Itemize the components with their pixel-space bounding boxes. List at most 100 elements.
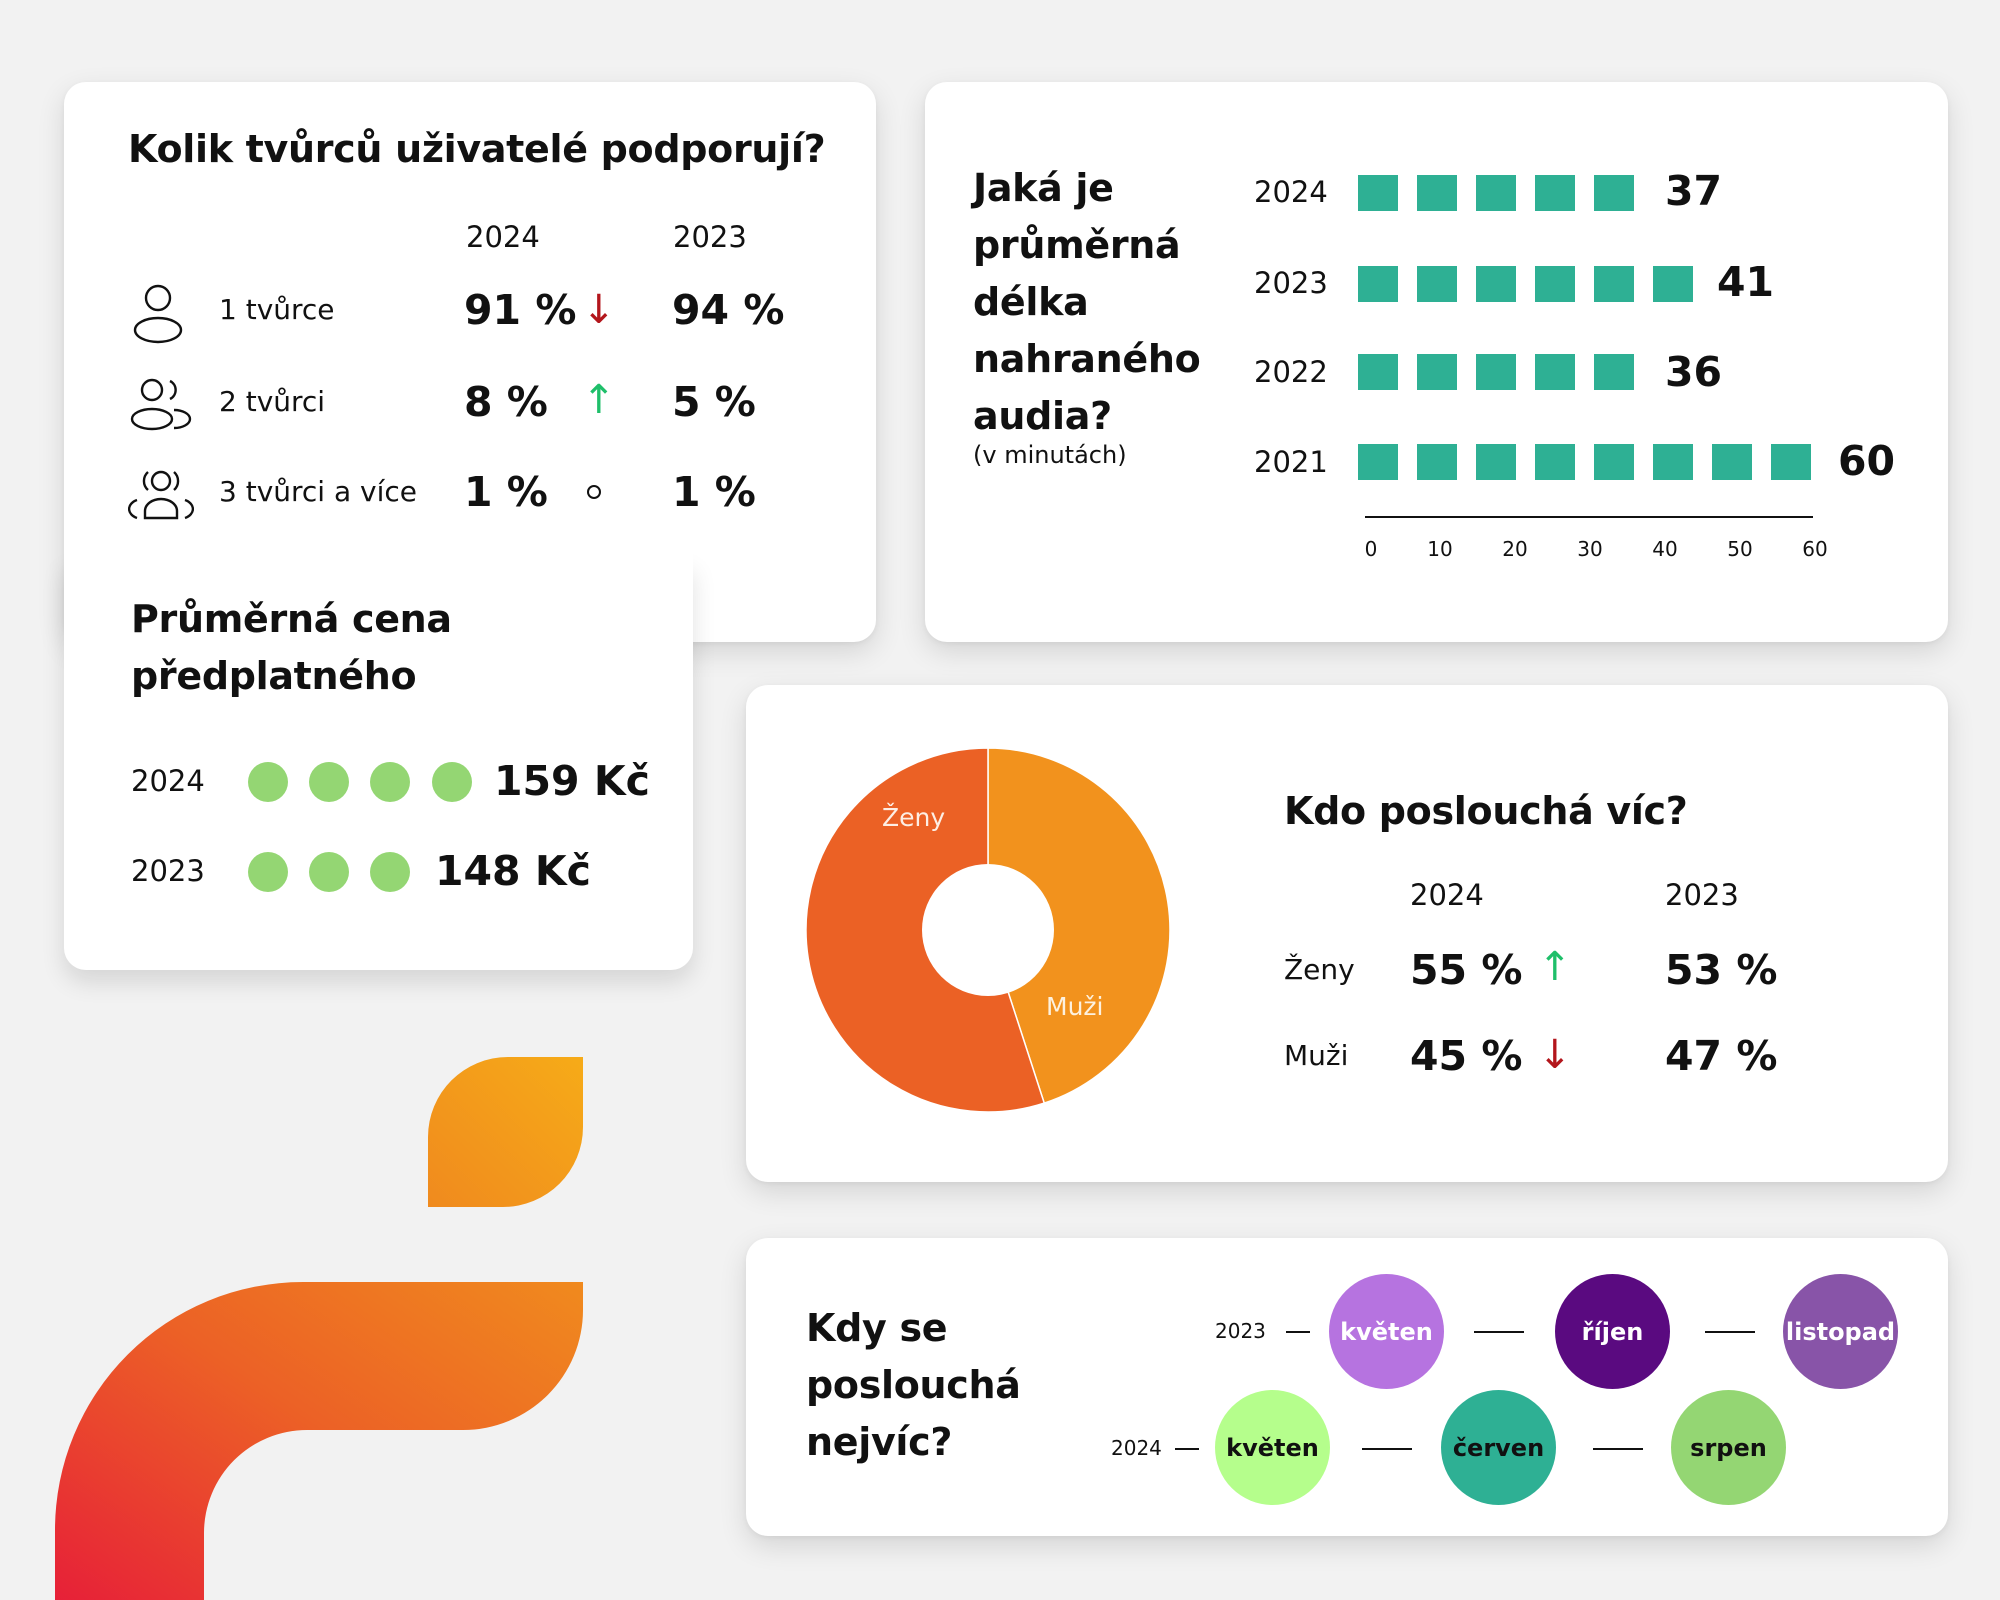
axis-tick: 0 [1364,537,1378,561]
creators-col-2024: 2024 [466,220,540,254]
axis-tick: 40 [1652,537,1678,561]
pie-label-muzi: Muži [1046,992,1104,1021]
gender-value-2024: 55 % [1410,946,1523,994]
creators-title: Kolik tvůrců uživatelé podporují? [128,127,826,171]
pie-slice-muzi [987,747,1171,1105]
duration-bar-square [1535,175,1575,211]
duration-year: 2023 [1254,266,1328,300]
gender-col-2023: 2023 [1665,878,1739,912]
price-dot [432,762,472,802]
connector-line [1286,1331,1310,1333]
connector-line [1705,1331,1755,1333]
creators-value-2023: 1 % [672,468,756,516]
gender-value-2023: 53 % [1665,946,1778,994]
price-year: 2024 [131,764,205,798]
no-change-icon [587,485,601,499]
duration-bar-square [1358,175,1398,211]
axis-tick: 60 [1802,537,1828,561]
connector-line [1474,1331,1524,1333]
price-value: 148 Kč [435,847,591,895]
duration-bar-square [1417,175,1457,211]
peak-year-2023: 2023 [1215,1319,1266,1343]
duration-bar-square [1653,266,1693,302]
creators-row-label: 3 tvůrci a více [219,475,418,508]
gender-value-2024: 45 % [1410,1032,1523,1080]
month-bubble: květen [1329,1274,1444,1389]
duration-bar-square [1535,444,1575,480]
duration-bar-square [1594,354,1634,390]
arrow-down-icon: ↓ [582,287,616,333]
duration-bar-square [1358,444,1398,480]
logo-hook-large [55,1282,583,1600]
gender-title: Kdo poslouchá víc? [1284,789,1688,833]
arrow-up-icon: ↑ [582,377,616,423]
duration-bar-square [1476,266,1516,302]
price-dot [370,762,410,802]
duration-year: 2022 [1254,355,1328,389]
duration-bar-square [1417,266,1457,302]
creators-value-2024: 1 % [464,468,548,516]
duration-axis-line [1365,516,1813,518]
price-value: 159 Kč [494,757,650,805]
axis-tick: 10 [1427,537,1453,561]
month-bubble: listopad [1783,1274,1898,1389]
duration-value: 36 [1665,348,1723,396]
gender-col-2024: 2024 [1410,878,1484,912]
duration-subtitle: (v minutách) [973,441,1127,469]
price-year: 2023 [131,854,205,888]
month-bubble: srpen [1671,1390,1786,1505]
duration-bar-square [1476,354,1516,390]
price-dot [248,852,288,892]
duration-bar-square [1358,266,1398,302]
brand-logo-shape [55,1057,583,1600]
creators-value-2023: 5 % [672,378,756,426]
price-dot [309,762,349,802]
price-dot [370,852,410,892]
month-bubble: červen [1441,1390,1556,1505]
duration-bar-square [1653,444,1693,480]
axis-tick: 20 [1502,537,1528,561]
arrow-up-icon: ↑ [1538,944,1572,990]
peak-year-2024: 2024 [1111,1436,1162,1460]
duration-bar-square [1594,175,1634,211]
connector-line [1362,1448,1412,1450]
month-bubble: říjen [1555,1274,1670,1389]
two-people-icon [130,378,192,431]
logo-leaf-small [428,1057,583,1207]
duration-value: 41 [1717,258,1775,306]
duration-bar-square [1417,354,1457,390]
group-icon [128,470,194,520]
month-bubble: květen [1215,1390,1330,1505]
creators-value-2023: 94 % [672,286,785,334]
price-title-line2: předplatného [131,654,417,698]
duration-bar-square [1476,444,1516,480]
duration-bar-square [1771,444,1811,480]
gender-row-label: Muži [1284,1039,1349,1072]
duration-bar-square [1712,444,1752,480]
creators-row-label: 2 tvůrci [219,385,326,418]
duration-bar-square [1594,444,1634,480]
axis-tick: 30 [1577,537,1603,561]
person-icon [133,284,183,344]
price-title-line1: Průměrná cena [131,597,452,641]
creators-row-label: 1 tvůrce [219,293,335,326]
arrow-down-icon: ↓ [1538,1032,1572,1078]
duration-bar-square [1535,266,1575,302]
creators-col-2023: 2023 [673,220,747,254]
pie-label-zeny: Ženy [882,803,946,832]
duration-value: 37 [1665,167,1723,215]
gender-row-label: Ženy [1284,953,1355,986]
duration-bar-square [1358,354,1398,390]
duration-title: Jaká je průměrná délka nahraného audia? … [973,166,1201,469]
duration-year: 2024 [1254,175,1328,209]
duration-bar-square [1476,175,1516,211]
connector-line [1593,1448,1643,1450]
price-dot [248,762,288,802]
duration-bar-square [1594,266,1634,302]
gender-value-2023: 47 % [1665,1032,1778,1080]
duration-bar-square [1535,354,1575,390]
peak-title: Kdy se poslouchá nejvíc? [806,1306,1021,1464]
creators-value-2024: 91 % [464,286,577,334]
axis-tick: 50 [1727,537,1753,561]
gender-donut-chart [805,747,1171,1113]
